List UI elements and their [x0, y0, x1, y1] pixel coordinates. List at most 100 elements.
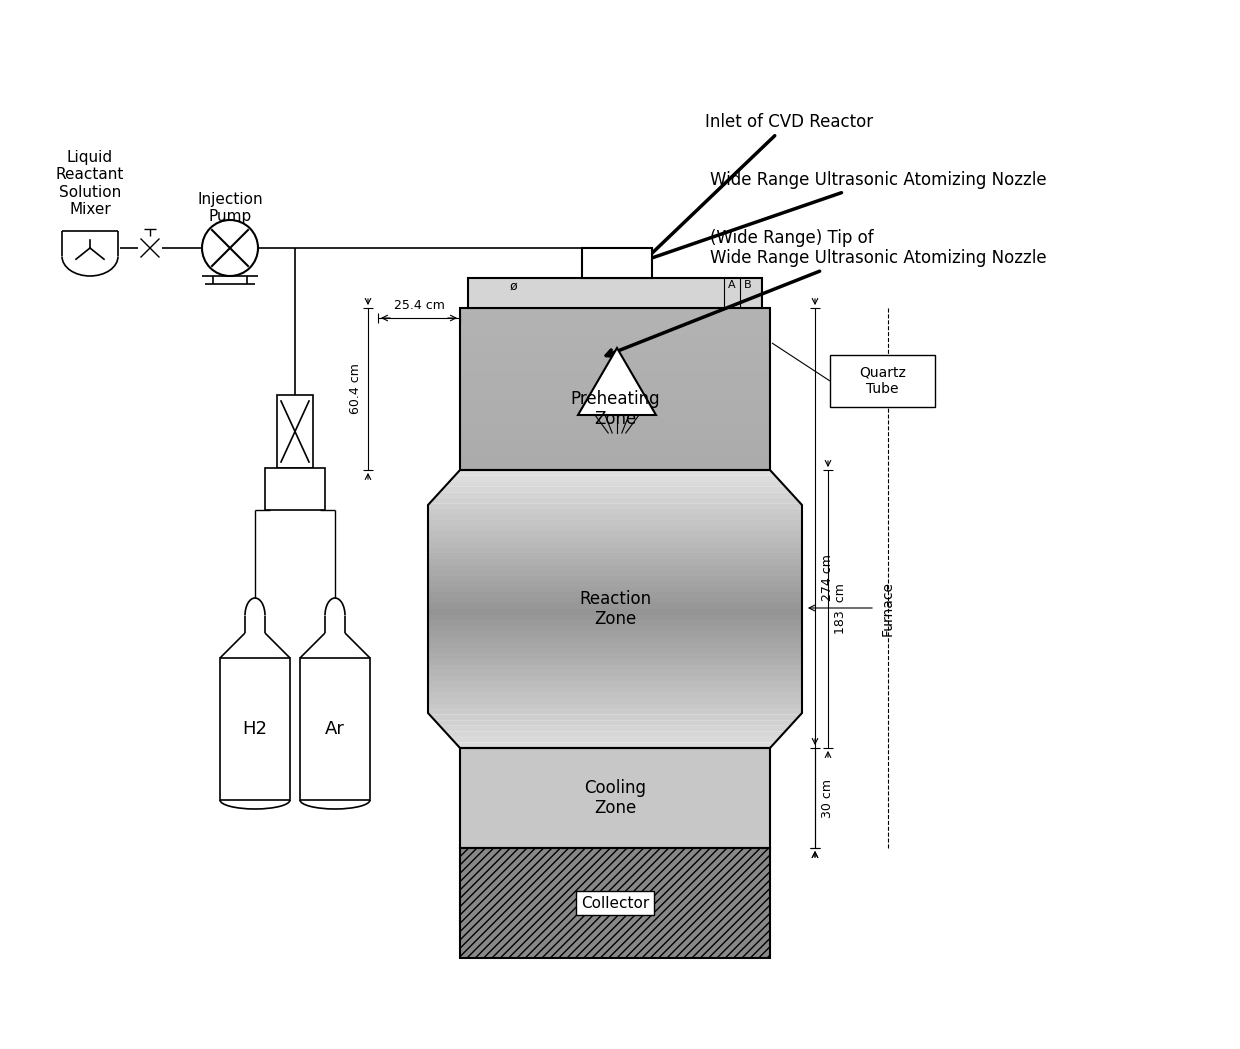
Polygon shape — [428, 704, 802, 709]
Polygon shape — [428, 514, 802, 520]
Text: 25.4 cm: 25.4 cm — [393, 299, 444, 312]
Bar — [460, 768, 770, 773]
Bar — [460, 808, 770, 813]
Polygon shape — [428, 537, 802, 542]
Bar — [460, 366, 770, 372]
Polygon shape — [428, 542, 802, 548]
Text: Quartz
Tube: Quartz Tube — [859, 366, 906, 397]
Bar — [582, 248, 652, 278]
Bar — [460, 783, 770, 788]
Bar — [830, 355, 935, 407]
Bar — [460, 763, 770, 768]
Text: A: A — [728, 280, 735, 290]
Bar — [460, 758, 770, 763]
Bar — [460, 360, 770, 366]
Bar — [460, 405, 770, 411]
Polygon shape — [450, 736, 780, 743]
Bar — [460, 823, 770, 828]
Bar — [460, 308, 770, 315]
Bar — [460, 748, 770, 753]
Polygon shape — [428, 581, 802, 586]
Bar — [460, 399, 770, 405]
Text: Reaction
Zone: Reaction Zone — [579, 590, 651, 628]
Polygon shape — [428, 570, 802, 576]
Text: Preheating
Zone: Preheating Zone — [570, 389, 660, 428]
Polygon shape — [445, 731, 785, 736]
Bar — [460, 419, 770, 425]
Text: H2: H2 — [243, 720, 268, 738]
Text: Furnace: Furnace — [880, 580, 895, 636]
Bar — [460, 340, 770, 347]
Bar — [460, 347, 770, 354]
Polygon shape — [428, 526, 802, 531]
Polygon shape — [428, 593, 802, 598]
Polygon shape — [434, 492, 795, 498]
Bar — [467, 278, 763, 308]
Bar — [460, 354, 770, 360]
Polygon shape — [428, 504, 802, 509]
Polygon shape — [428, 687, 802, 692]
Polygon shape — [428, 509, 802, 514]
Bar — [460, 793, 770, 798]
Polygon shape — [434, 721, 795, 726]
Polygon shape — [428, 676, 802, 681]
Bar — [460, 411, 770, 419]
Text: Injection
Pump: Injection Pump — [197, 192, 263, 224]
Bar — [460, 437, 770, 444]
Text: Inlet of CVD Reactor: Inlet of CVD Reactor — [629, 113, 873, 276]
Bar — [460, 392, 770, 399]
Bar — [460, 798, 770, 802]
Text: Ar: Ar — [325, 720, 345, 738]
Bar — [460, 372, 770, 380]
Polygon shape — [428, 559, 802, 564]
Text: Cooling
Zone: Cooling Zone — [584, 778, 646, 817]
Polygon shape — [428, 637, 802, 642]
Bar — [460, 431, 770, 437]
Polygon shape — [428, 648, 802, 654]
Text: B: B — [744, 280, 751, 290]
Bar — [460, 380, 770, 386]
Polygon shape — [428, 603, 802, 609]
Bar — [277, 395, 312, 468]
Polygon shape — [428, 659, 802, 665]
Bar — [460, 425, 770, 431]
Polygon shape — [440, 726, 790, 731]
Bar — [460, 813, 770, 818]
Bar — [460, 773, 770, 778]
Text: (Wide Range) Tip of
Wide Range Ultrasonic Atomizing Nozzle: (Wide Range) Tip of Wide Range Ultrasoni… — [606, 229, 1047, 357]
Bar — [460, 802, 770, 808]
Text: 60.4 cm: 60.4 cm — [348, 364, 362, 414]
Bar — [460, 838, 770, 843]
Bar — [460, 334, 770, 340]
Polygon shape — [429, 714, 801, 721]
Text: 274 cm: 274 cm — [821, 555, 835, 601]
Bar — [265, 468, 325, 510]
Bar — [460, 315, 770, 321]
Polygon shape — [429, 498, 801, 504]
Polygon shape — [428, 625, 802, 631]
Polygon shape — [428, 681, 802, 687]
Text: 183  cm: 183 cm — [835, 583, 847, 635]
Polygon shape — [428, 609, 802, 615]
Polygon shape — [428, 554, 802, 559]
Polygon shape — [428, 665, 802, 670]
Bar — [460, 848, 770, 958]
Polygon shape — [428, 564, 802, 570]
Polygon shape — [428, 620, 802, 625]
Polygon shape — [455, 470, 775, 475]
Polygon shape — [428, 520, 802, 526]
Bar — [460, 753, 770, 758]
Polygon shape — [455, 743, 775, 748]
Polygon shape — [428, 642, 802, 648]
Bar — [460, 833, 770, 838]
Bar — [460, 308, 770, 470]
Bar — [300, 658, 370, 800]
Bar — [460, 788, 770, 793]
Polygon shape — [428, 631, 802, 637]
Text: 30 cm: 30 cm — [821, 778, 835, 817]
Text: Collector: Collector — [580, 896, 649, 911]
Bar — [460, 451, 770, 457]
Text: ø: ø — [510, 279, 517, 293]
Polygon shape — [428, 598, 802, 603]
Polygon shape — [428, 692, 802, 698]
